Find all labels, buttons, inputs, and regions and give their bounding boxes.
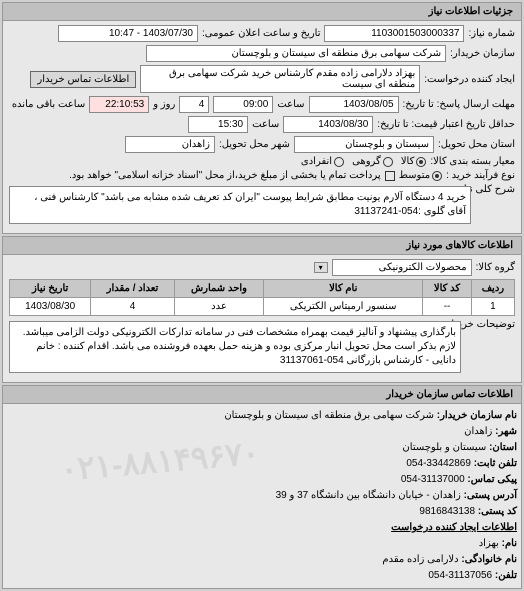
buyer-label: سازمان خریدار:: [450, 48, 515, 59]
reqcreator-field: بهزاد دلارامی زاده مقدم کارشناس خرید شرک…: [140, 65, 420, 93]
c-province-label: استان:: [489, 442, 517, 453]
name-value: بهزاد: [479, 538, 499, 549]
province-label: استان محل تحویل:: [438, 139, 515, 150]
pack-label: معیار بسته بندی کالا:: [430, 156, 515, 167]
table-row[interactable]: 1 -- سنسور ارمیتاس الکتریکی عدد 4 1403/0…: [10, 298, 515, 316]
col-name: نام کالا: [264, 280, 423, 298]
reply-deadline-label: مهلت ارسال پاسخ: تا تاریخ:: [403, 99, 515, 110]
days-left-field: 4: [179, 96, 209, 113]
city-field: زاهدان: [125, 136, 215, 153]
time-label-2: ساعت: [252, 119, 279, 130]
reply-date-field: 1403/08/05: [309, 96, 399, 113]
group-label: گروه کالا:: [476, 262, 515, 273]
org-label: نام سازمان خریدار:: [437, 410, 517, 421]
postcode-value: 9816843138: [419, 506, 475, 517]
fax-value: 31137000-054: [401, 474, 465, 485]
reply-time-field: 09:00: [213, 96, 273, 113]
group-select[interactable]: محصولات الکترونیکی: [332, 259, 472, 276]
chevron-down-icon[interactable]: ▾: [314, 262, 328, 273]
family-label: نام خانوادگی:: [461, 554, 517, 565]
family-value: دلارامی زاده مقدم: [382, 554, 458, 565]
panel3-header: اطلاعات تماس سازمان خریدار: [3, 386, 521, 404]
goods-panel: اطلاعات کالاهای مورد نیاز گروه کالا: محص…: [2, 236, 522, 383]
c-city-value: زاهدان: [464, 426, 492, 437]
notes-label: توضیحات خریدار:: [465, 319, 515, 330]
name-label: نام:: [502, 538, 517, 549]
org-value: شرکت سهامی برق منطقه ای سیستان و بلوچستا…: [224, 410, 434, 421]
pack-radio-individual[interactable]: انفرادی: [301, 156, 344, 167]
contact-panel: اطلاعات تماس سازمان خریدار نام سازمان خر…: [2, 385, 522, 589]
province-field: سیستان و بلوچستان: [294, 136, 434, 153]
keys-label: شرح کلی نیاز:: [475, 184, 515, 195]
pack-radio-kala[interactable]: کالا: [401, 156, 427, 167]
pack-radio-group-opt[interactable]: گروهی: [352, 156, 393, 167]
remain-label: ساعت باقی مانده: [12, 99, 85, 110]
address-label: آدرس پستی:: [464, 490, 517, 501]
panel2-header: اطلاعات کالاهای مورد نیاز: [3, 237, 521, 255]
valid-date-field: 1403/08/30: [283, 116, 373, 133]
pack-radio-group: کالا گروهی انفرادی: [301, 156, 426, 167]
pay-note: پرداخت تمام یا بخشی از مبلغ خرید،از محل …: [69, 170, 381, 181]
address-value: زاهدان - خیابان دانشگاه بین دانشگاه 37 و…: [276, 490, 461, 501]
panel1-header: جزئیات اطلاعات نیاز: [3, 3, 521, 21]
col-qty: تعداد / مقدار: [91, 280, 174, 298]
req-no-field: 1103001503000337: [324, 25, 464, 42]
type-radio-medium[interactable]: متوسط: [399, 170, 442, 181]
valid-time-field: 15:30: [188, 116, 248, 133]
req-no-label: شماره نیاز:: [468, 28, 515, 39]
keys-text: خرید 4 دستگاه آلارم یونیت مطابق شرایط پی…: [9, 186, 471, 224]
creator-title: اطلاعات ایجاد کننده درخواست: [7, 520, 517, 536]
announce-field: 1403/07/30 - 10:47: [58, 25, 198, 42]
remain-time-field: 22:10:53: [89, 96, 149, 113]
reqcreator-label: ایجاد کننده درخواست:: [424, 74, 515, 85]
notes-text: بارگذاری پیشنهاد و آنالیز قیمت بهمراه مش…: [9, 321, 461, 373]
col-unit: واحد شمارش: [174, 280, 263, 298]
need-details-panel: جزئیات اطلاعات نیاز شماره نیاز: 11030015…: [2, 2, 522, 234]
pay-checkbox[interactable]: [385, 171, 395, 181]
time-label-1: ساعت: [277, 99, 304, 110]
buyer-field: شرکت سهامی برق منطقه ای سیستان و بلوچستا…: [146, 45, 446, 62]
announce-label: تاریخ و ساعت اعلان عمومی:: [202, 28, 321, 39]
c-province-value: سیستان و بلوچستان: [402, 442, 486, 453]
goods-table: ردیف کد کالا نام کالا واحد شمارش تعداد /…: [9, 279, 515, 316]
table-header-row: ردیف کد کالا نام کالا واحد شمارش تعداد /…: [10, 280, 515, 298]
contact-buyer-button[interactable]: اطلاعات تماس خریدار: [30, 71, 136, 88]
fax-label: پیکی تماس:: [467, 474, 517, 485]
valid-label: حداقل تاریخ اعتبار قیمت: تا تاریخ:: [377, 119, 515, 130]
c-city-label: شهر:: [495, 426, 517, 437]
col-date: تاریخ نیاز: [10, 280, 91, 298]
phone-value: 33442869-054: [406, 458, 471, 469]
city-label: شهر محل تحویل:: [219, 139, 290, 150]
phone-label: تلفن ثابت:: [474, 458, 517, 469]
col-row: ردیف: [471, 280, 514, 298]
type-label: نوع فرآیند خرید :: [446, 170, 515, 181]
day-label: روز و: [153, 99, 175, 110]
postcode-label: کد پستی:: [478, 506, 517, 517]
col-code: کد کالا: [423, 280, 472, 298]
